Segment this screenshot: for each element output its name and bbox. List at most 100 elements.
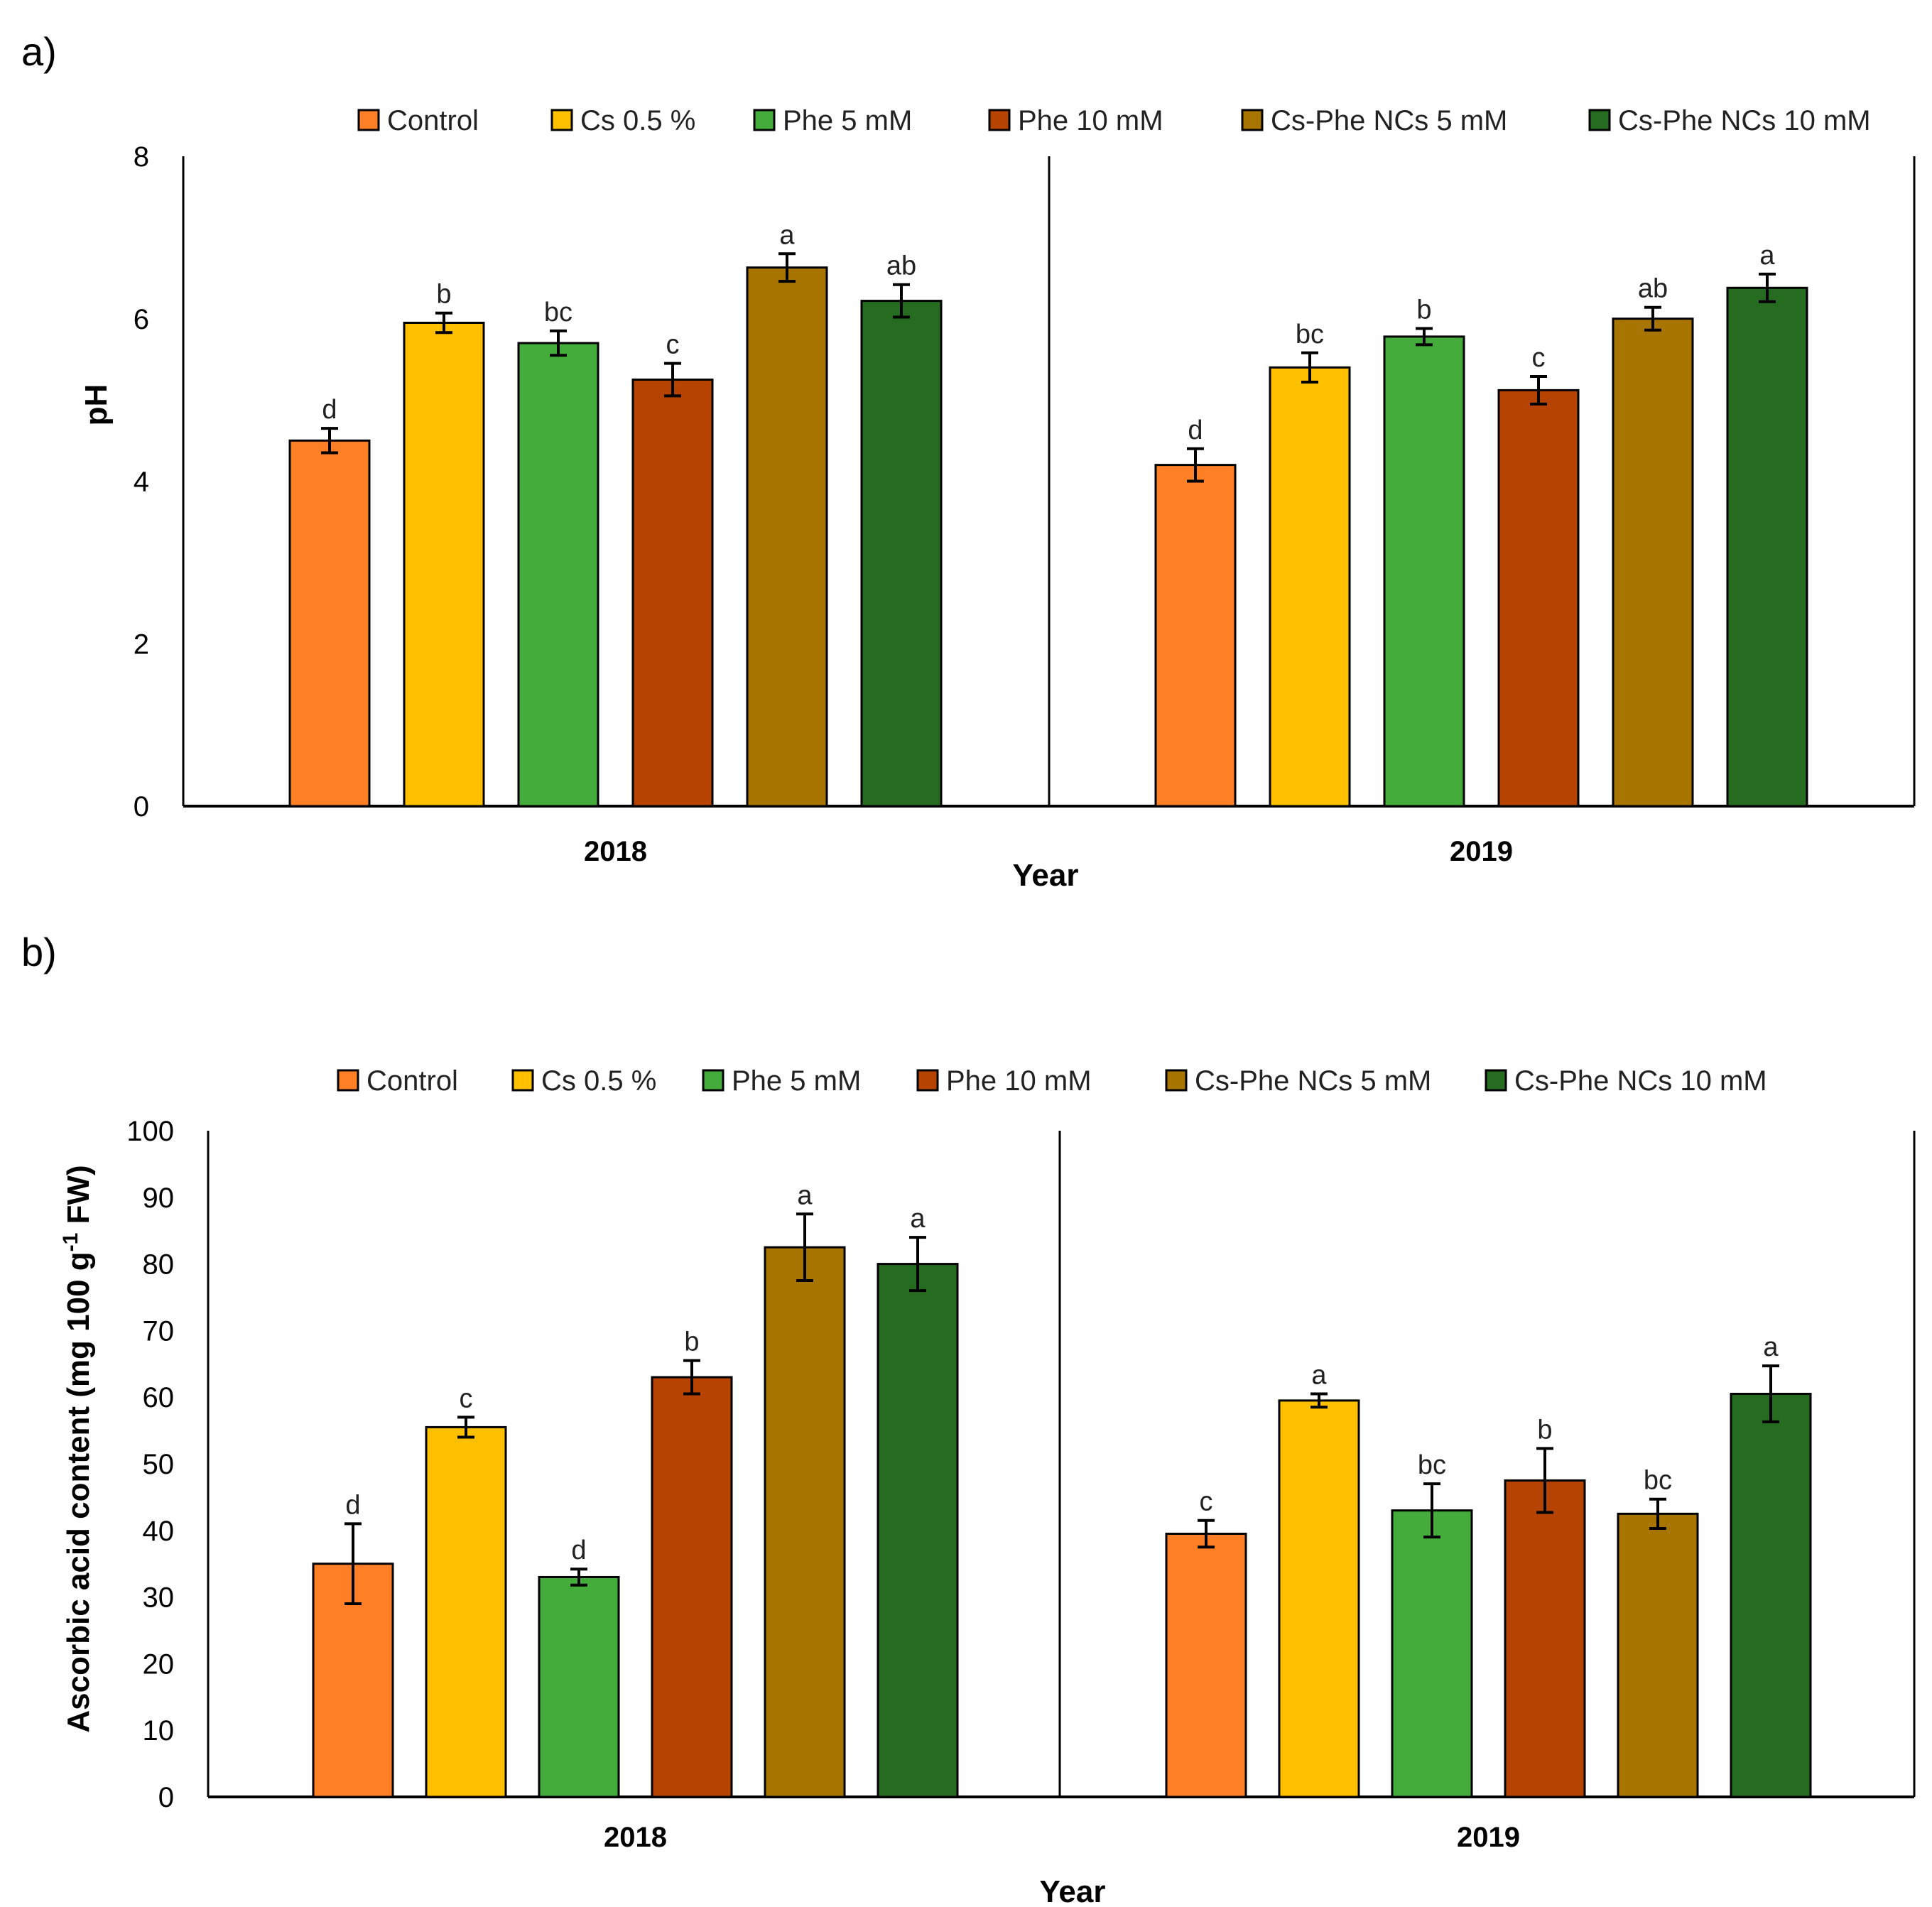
significance-label-cs-0-5-2019: bc — [1296, 320, 1324, 349]
bar-cs-phe-ncs-10-mm-2018 — [877, 1263, 959, 1798]
error-bar-cs-phe-ncs-5-mm-2019 — [1649, 1497, 1666, 1530]
error-bar-cs-phe-ncs-5-mm-2019 — [1644, 305, 1661, 332]
bar-control-2018 — [288, 439, 371, 808]
y-tick-label: 2 — [134, 629, 149, 660]
panel-a-label: a) — [21, 29, 57, 74]
legend-label-cs-phe-ncs-10-mm: Cs-Phe NCs 10 mM — [1618, 105, 1871, 136]
panel-a-legend: Control Cs 0.5 % Phe 5 mM Phe 10 mM Cs-Phe N… — [357, 105, 1871, 136]
bar-phe-5-mm-2018 — [538, 1575, 620, 1798]
significance-label-cs-phe-ncs-10-mm-2019: a — [1763, 1332, 1779, 1362]
error-bar-phe-5-mm-2018 — [570, 1568, 587, 1587]
bar-phe-5-mm-2019 — [1391, 1509, 1473, 1798]
error-bar-control-2019 — [1187, 447, 1204, 483]
significance-label-cs-phe-ncs-5-mm-2019: bc — [1644, 1466, 1672, 1496]
panel-b-y-axis-label-end: FW) — [61, 1165, 96, 1232]
legend-swatch-phe-10-mm — [916, 1069, 939, 1092]
bar-phe-5-mm-2018 — [517, 342, 599, 808]
significance-label-control-2019: c — [1200, 1487, 1213, 1517]
x-category-label-2019: 2019 — [1457, 1822, 1520, 1853]
error-bar-control-2018 — [321, 427, 338, 455]
bar-cs-0-5-2018 — [403, 321, 485, 808]
error-bar-phe-5-mm-2019 — [1423, 1482, 1440, 1539]
y-tick-label: 80 — [143, 1249, 175, 1281]
error-bar-cs-0-5-2019 — [1301, 351, 1318, 384]
legend-item-phe-5-mm: Phe 5 mM — [702, 1065, 861, 1097]
bar-control-2019 — [1154, 464, 1237, 808]
error-bar-cs-0-5-2018 — [435, 311, 452, 335]
bar-cs-phe-ncs-5-mm-2018 — [764, 1246, 846, 1798]
legend-swatch-cs-phe-ncs-5-mm — [1241, 109, 1264, 131]
y-tick-label: 30 — [143, 1582, 175, 1614]
significance-label-cs-phe-ncs-10-mm-2018: ab — [886, 251, 916, 281]
bar-cs-phe-ncs-10-mm-2019 — [1726, 286, 1808, 808]
significance-label-phe-5-mm-2019: bc — [1418, 1450, 1446, 1480]
legend-label-control: Control — [367, 1065, 458, 1097]
bar-phe-5-mm-2019 — [1383, 335, 1465, 808]
significance-label-phe-5-mm-2018: bc — [544, 298, 572, 327]
error-bar-cs-0-5-2018 — [457, 1416, 474, 1439]
x-category-label-2018: 2018 — [584, 836, 647, 867]
error-bar-phe-10-mm-2019 — [1536, 1447, 1553, 1514]
y-tick-label: 60 — [143, 1382, 175, 1413]
panel-a-x-axis-label: Year — [1013, 858, 1079, 893]
panel-b-chart: b) Control Cs 0.5 % Phe 5 mM Phe 10 mM Cs-Ph… — [21, 930, 1916, 1907]
significance-label-phe-10-mm-2019: c — [1532, 343, 1546, 373]
bar-cs-phe-ncs-5-mm-2019 — [1617, 1512, 1699, 1798]
legend-label-cs-0-5: Cs 0.5 % — [541, 1065, 656, 1097]
y-tick-label: 10 — [143, 1715, 175, 1746]
legend-item-cs-phe-ncs-10-mm: Cs-Phe NCs 10 mM — [1485, 1065, 1767, 1097]
significance-label-phe-10-mm-2018: c — [666, 330, 680, 360]
legend-item-control: Control — [357, 105, 479, 136]
significance-label-cs-0-5-2018: b — [436, 280, 451, 310]
panel-b-plot-area: 0 10 20 30 40 50 60 70 80 90 100 2018 2019 d c c a d bc b b a… — [126, 1116, 1916, 1853]
y-tick-label: 70 — [143, 1315, 175, 1347]
error-bar-phe-5-mm-2018 — [550, 329, 567, 357]
x-category-label-2018: 2018 — [604, 1822, 667, 1853]
legend-swatch-phe-10-mm — [988, 109, 1011, 131]
error-bar-cs-phe-ncs-10-mm-2018 — [909, 1236, 926, 1293]
legend-label-cs-phe-ncs-10-mm: Cs-Phe NCs 10 mM — [1514, 1065, 1767, 1097]
error-bar-cs-0-5-2019 — [1310, 1392, 1328, 1409]
legend-swatch-control — [337, 1069, 359, 1092]
significance-label-phe-10-mm-2019: b — [1537, 1415, 1552, 1445]
legend-item-cs-0-5: Cs 0.5 % — [511, 1065, 656, 1097]
y-tick-label: 90 — [143, 1183, 175, 1214]
bar-phe-10-mm-2019 — [1504, 1479, 1586, 1798]
legend-item-phe-10-mm: Phe 10 mM — [988, 105, 1163, 136]
error-bar-phe-10-mm-2018 — [683, 1359, 700, 1396]
significance-label-phe-5-mm-2019: b — [1416, 295, 1431, 325]
panel-a-y-axis-label: pH — [79, 384, 114, 426]
panel-b-y-axis-label-superscript: -1 — [59, 1233, 82, 1252]
significance-label-control-2018: d — [345, 1490, 360, 1520]
significance-label-cs-phe-ncs-10-mm-2018: a — [910, 1204, 926, 1234]
error-bar-phe-10-mm-2018 — [664, 362, 681, 398]
bar-cs-0-5-2018 — [425, 1425, 507, 1798]
significance-label-phe-10-mm-2018: b — [684, 1327, 699, 1357]
y-tick-label: 0 — [134, 791, 149, 822]
legend-item-cs-phe-ncs-5-mm: Cs-Phe NCs 5 mM — [1165, 1065, 1431, 1097]
bar-cs-phe-ncs-10-mm-2018 — [860, 300, 943, 808]
panel-b-legend: Control Cs 0.5 % Phe 5 mM Phe 10 mM Cs-Phe N… — [337, 1065, 1767, 1097]
bar-cs-0-5-2019 — [1278, 1399, 1360, 1798]
y-tick-label: 40 — [143, 1516, 175, 1547]
significance-label-cs-phe-ncs-5-mm-2018: a — [779, 220, 795, 250]
panel-b-y-axis-label: Ascorbic acid content (mg 100 g-1 FW) — [59, 1165, 96, 1732]
legend-item-control: Control — [337, 1065, 458, 1097]
legend-label-phe-5-mm: Phe 5 mM — [732, 1065, 861, 1097]
legend-label-phe-5-mm: Phe 5 mM — [783, 105, 912, 136]
panel-b-y-axis-label-main: Ascorbic acid content (mg 100 g — [61, 1251, 96, 1732]
error-bar-phe-10-mm-2019 — [1530, 374, 1547, 406]
legend-label-phe-10-mm: Phe 10 mM — [1018, 105, 1163, 136]
legend-label-cs-0-5: Cs 0.5 % — [580, 105, 695, 136]
legend-label-cs-phe-ncs-5-mm: Cs-Phe NCs 5 mM — [1195, 1065, 1431, 1097]
bar-cs-0-5-2019 — [1269, 366, 1351, 808]
y-tick-label: 8 — [134, 141, 149, 173]
bar-phe-10-mm-2018 — [631, 379, 714, 808]
legend-swatch-cs-phe-ncs-10-mm — [1588, 109, 1611, 131]
significance-label-control-2018: d — [322, 395, 337, 425]
y-tick-label: 0 — [158, 1782, 174, 1813]
x-category-label-2019: 2019 — [1450, 836, 1513, 867]
bar-cs-phe-ncs-5-mm-2018 — [746, 266, 828, 808]
significance-label-phe-5-mm-2018: d — [571, 1536, 586, 1565]
